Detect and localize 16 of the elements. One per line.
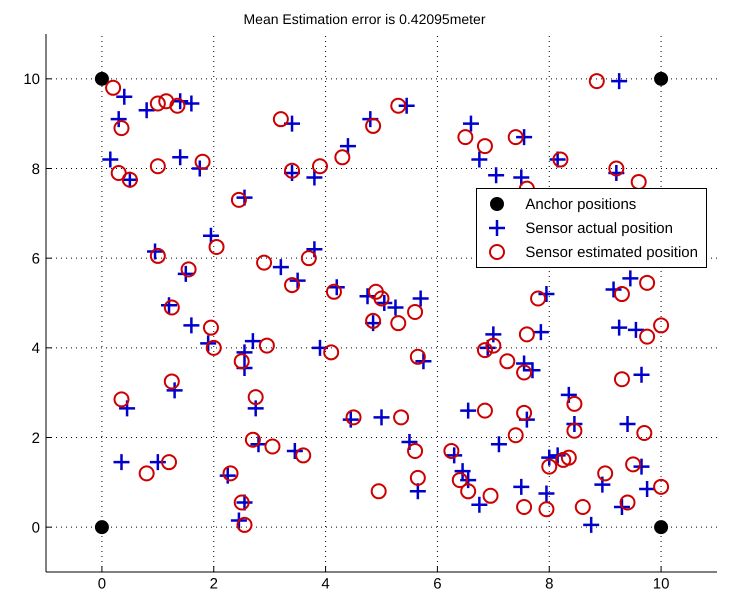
legend-label: Sensor estimated position (525, 244, 698, 260)
y-tick-label: 0 (32, 519, 40, 536)
x-tick-label: 2 (210, 576, 218, 593)
x-tick-label: 8 (545, 576, 554, 593)
chart-title: Mean Estimation error is 0.42095meter (242, 10, 486, 29)
x-tick-label: 0 (98, 576, 106, 593)
y-tick-label: 10 (23, 71, 40, 88)
y-tick-label: 6 (32, 250, 40, 268)
y-tick-label: 2 (32, 430, 40, 447)
x-tick-label: 6 (433, 576, 442, 593)
y-tick-label: 8 (32, 160, 40, 178)
legend-label: Anchor positions (525, 196, 636, 212)
x-tick-label: 10 (652, 576, 670, 593)
x-tick-label: 4 (321, 576, 330, 593)
y-tick-label: 4 (32, 340, 40, 358)
legend-label: Sensor actual position (525, 220, 673, 236)
